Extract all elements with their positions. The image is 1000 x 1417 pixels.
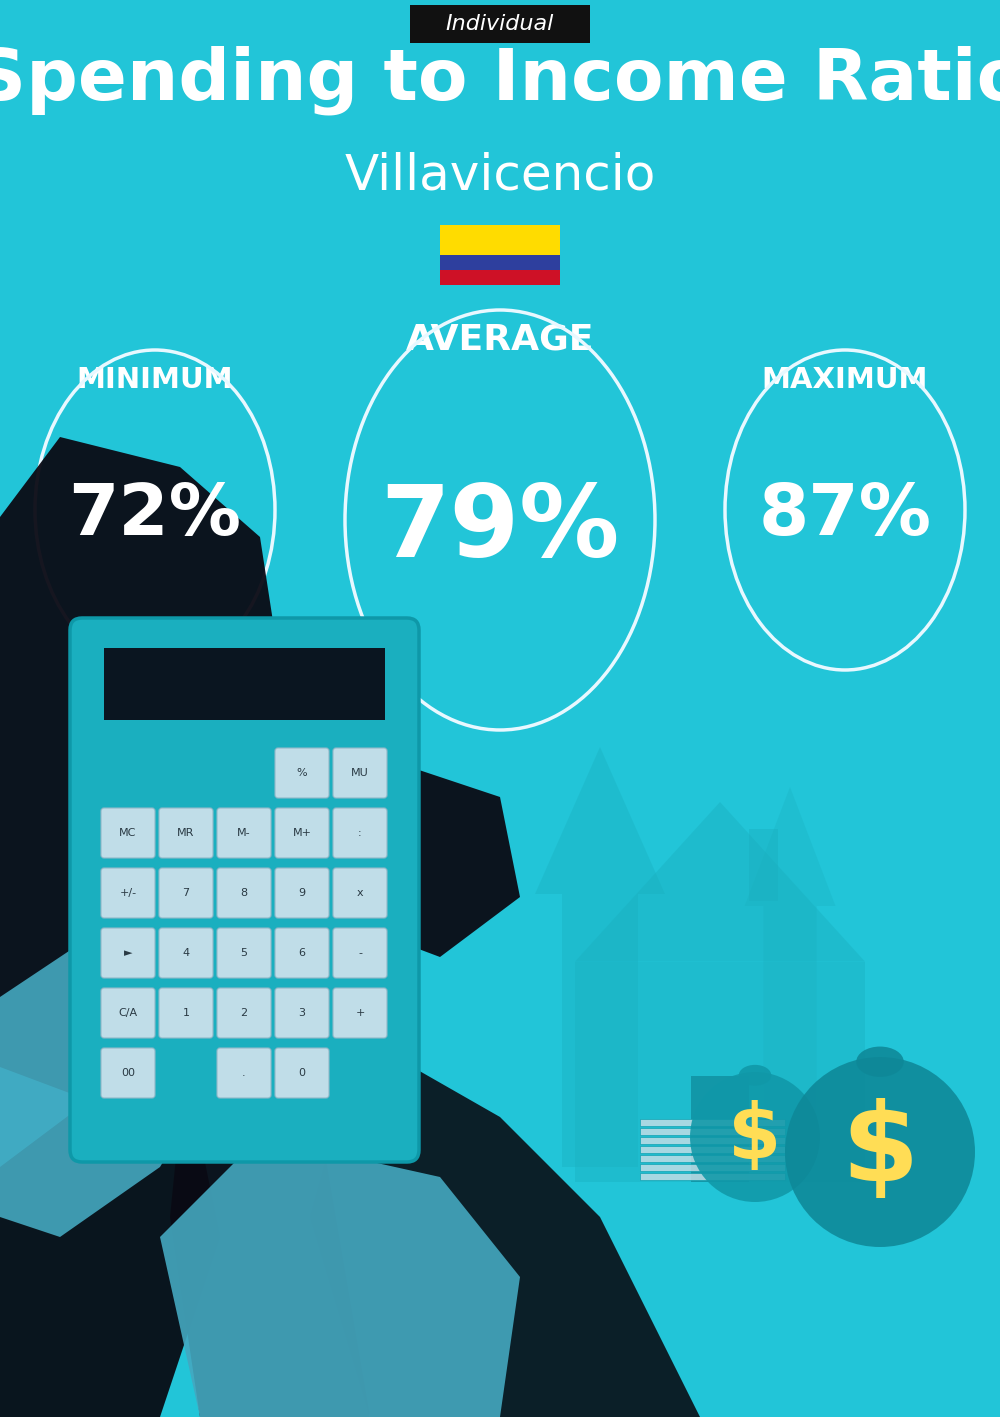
Text: 2: 2 xyxy=(240,1007,248,1017)
FancyBboxPatch shape xyxy=(101,869,155,918)
Text: $: $ xyxy=(728,1100,782,1175)
FancyBboxPatch shape xyxy=(333,869,387,918)
FancyBboxPatch shape xyxy=(101,988,155,1039)
Polygon shape xyxy=(170,757,520,1417)
Text: .: . xyxy=(242,1068,246,1078)
FancyBboxPatch shape xyxy=(275,988,329,1039)
Bar xyxy=(440,255,560,271)
Bar xyxy=(640,1155,785,1162)
Polygon shape xyxy=(0,937,220,1237)
Text: 3: 3 xyxy=(298,1007,306,1017)
Text: MR: MR xyxy=(177,828,195,837)
FancyBboxPatch shape xyxy=(333,748,387,798)
FancyBboxPatch shape xyxy=(159,988,213,1039)
Text: 0: 0 xyxy=(298,1068,306,1078)
FancyBboxPatch shape xyxy=(101,928,155,978)
Bar xyxy=(440,271,560,285)
FancyBboxPatch shape xyxy=(333,988,387,1039)
Bar xyxy=(575,962,865,1182)
Text: x: x xyxy=(357,888,363,898)
FancyBboxPatch shape xyxy=(217,869,271,918)
Bar xyxy=(691,1076,749,1182)
Text: +/-: +/- xyxy=(119,888,137,898)
FancyBboxPatch shape xyxy=(275,748,329,798)
FancyBboxPatch shape xyxy=(275,808,329,859)
FancyBboxPatch shape xyxy=(70,618,419,1162)
Ellipse shape xyxy=(856,1047,904,1077)
Bar xyxy=(640,1163,785,1170)
FancyBboxPatch shape xyxy=(159,869,213,918)
Text: M-: M- xyxy=(237,828,251,837)
FancyBboxPatch shape xyxy=(217,1049,271,1098)
Polygon shape xyxy=(0,436,280,1097)
FancyBboxPatch shape xyxy=(333,808,387,859)
Text: -: - xyxy=(358,948,362,958)
Text: 1: 1 xyxy=(182,1007,190,1017)
FancyBboxPatch shape xyxy=(217,928,271,978)
FancyBboxPatch shape xyxy=(159,808,213,859)
FancyBboxPatch shape xyxy=(159,928,213,978)
FancyBboxPatch shape xyxy=(275,869,329,918)
Text: Spending to Income Ratio: Spending to Income Ratio xyxy=(0,45,1000,115)
Ellipse shape xyxy=(690,1073,820,1202)
Text: Individual: Individual xyxy=(446,14,554,34)
FancyBboxPatch shape xyxy=(217,988,271,1039)
Bar xyxy=(640,1136,785,1144)
FancyBboxPatch shape xyxy=(217,808,271,859)
Text: 79%: 79% xyxy=(380,482,620,578)
Text: 9: 9 xyxy=(298,888,306,898)
Text: C/A: C/A xyxy=(118,1007,138,1017)
FancyBboxPatch shape xyxy=(275,1049,329,1098)
Text: 87%: 87% xyxy=(759,480,932,550)
Polygon shape xyxy=(0,1107,220,1417)
Polygon shape xyxy=(575,802,865,962)
Text: M+: M+ xyxy=(292,828,312,837)
Text: %: % xyxy=(297,768,307,778)
Polygon shape xyxy=(535,747,665,1168)
FancyBboxPatch shape xyxy=(101,808,155,859)
Bar xyxy=(640,1119,785,1127)
Text: 6: 6 xyxy=(298,948,306,958)
Text: +: + xyxy=(355,1007,365,1017)
Bar xyxy=(104,648,385,720)
Text: 7: 7 xyxy=(182,888,190,898)
Text: 5: 5 xyxy=(240,948,248,958)
Text: MU: MU xyxy=(351,768,369,778)
Text: $: $ xyxy=(841,1098,919,1206)
Bar xyxy=(640,1128,785,1135)
Text: MINIMUM: MINIMUM xyxy=(77,366,233,394)
Text: Villavicencio: Villavicencio xyxy=(344,152,656,198)
FancyBboxPatch shape xyxy=(275,928,329,978)
Bar xyxy=(640,1173,785,1180)
Text: MAXIMUM: MAXIMUM xyxy=(762,366,928,394)
Polygon shape xyxy=(160,1136,520,1417)
FancyBboxPatch shape xyxy=(101,1049,155,1098)
Text: 8: 8 xyxy=(240,888,248,898)
Text: 4: 4 xyxy=(182,948,190,958)
Ellipse shape xyxy=(785,1057,975,1247)
Bar xyxy=(749,829,778,901)
Text: :: : xyxy=(358,828,362,837)
Polygon shape xyxy=(744,786,836,1127)
Ellipse shape xyxy=(739,1064,771,1085)
Bar xyxy=(440,225,560,255)
Text: 00: 00 xyxy=(121,1068,135,1078)
FancyBboxPatch shape xyxy=(333,928,387,978)
Text: MC: MC xyxy=(119,828,137,837)
Text: ►: ► xyxy=(124,948,132,958)
Text: 72%: 72% xyxy=(68,480,242,550)
Bar xyxy=(640,1146,785,1153)
Text: AVERAGE: AVERAGE xyxy=(406,323,594,357)
Bar xyxy=(410,6,590,43)
Polygon shape xyxy=(310,1037,700,1417)
